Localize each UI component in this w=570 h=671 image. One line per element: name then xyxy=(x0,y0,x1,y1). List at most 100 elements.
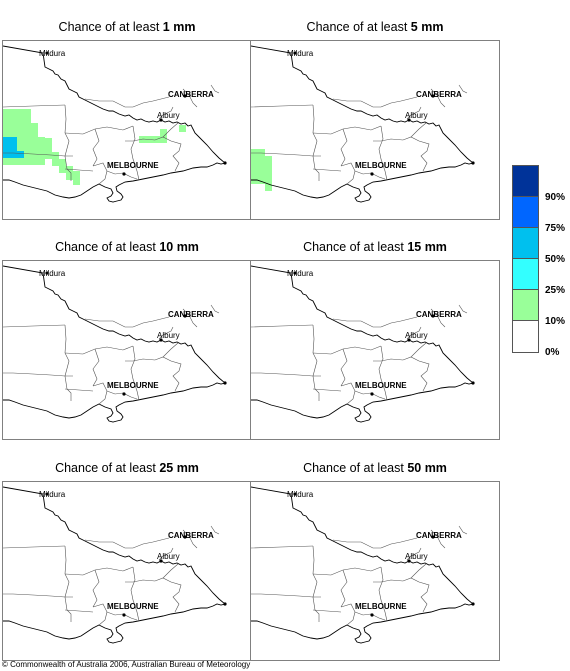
district-boundary xyxy=(312,168,342,172)
town-marker xyxy=(293,51,297,55)
district-boundary xyxy=(92,603,108,626)
place-label-mildura: Mildura xyxy=(39,49,66,58)
town-marker xyxy=(431,314,435,318)
district-boundary xyxy=(373,577,430,613)
district-boundary xyxy=(158,547,174,561)
probability-cell xyxy=(10,144,17,151)
district-boundary xyxy=(158,326,174,340)
panel-title: Chance of at least 50 mm xyxy=(303,461,447,475)
district-boundary xyxy=(182,529,198,549)
district-boundary xyxy=(406,547,422,561)
legend-label: 10% xyxy=(545,316,566,327)
probability-cell xyxy=(38,158,45,165)
district-boundary xyxy=(458,304,468,314)
place-label-canberra: CANBERRA xyxy=(416,310,462,319)
district-boundary xyxy=(92,348,100,387)
district-boundary xyxy=(406,326,422,340)
district-boundary xyxy=(340,382,356,405)
place-label-melbourne: MELBOURNE xyxy=(107,602,159,611)
district-boundary xyxy=(3,324,66,328)
town-marker xyxy=(45,271,49,275)
probability-cell xyxy=(31,158,38,165)
victoria-map-svg: Mildura CANBERRA Albury MELBOURNE xyxy=(3,486,227,644)
probability-cell xyxy=(24,137,31,144)
district-boundary xyxy=(3,593,66,598)
district-boundary xyxy=(106,390,138,400)
map: Mildura CANBERRA Albury MELBOURNE xyxy=(250,40,500,220)
district-boundary xyxy=(162,122,179,138)
probability-cell xyxy=(3,137,10,144)
district-boundary xyxy=(312,324,318,377)
town-marker xyxy=(370,613,374,617)
probability-cell xyxy=(3,116,10,123)
probability-cell xyxy=(73,171,80,178)
town-marker xyxy=(471,381,475,385)
district-boundary xyxy=(430,529,446,549)
town-marker xyxy=(407,338,411,342)
probability-cell xyxy=(3,158,10,165)
district-boundary xyxy=(340,603,356,626)
town-marker xyxy=(407,118,411,122)
town-marker xyxy=(370,172,374,176)
town-marker xyxy=(293,271,297,275)
district-boundary xyxy=(410,563,427,579)
probability-cell xyxy=(10,123,17,130)
district-boundary xyxy=(210,304,220,314)
legend-swatch xyxy=(513,228,538,259)
probability-cell xyxy=(17,116,24,123)
district-boundary xyxy=(92,162,108,185)
place-label-mildura: Mildura xyxy=(287,269,314,278)
district-boundary xyxy=(130,566,140,622)
town-marker xyxy=(122,613,126,617)
town-marker xyxy=(223,602,227,606)
copyright-notice: © Commonwealth of Australia 2006, Austra… xyxy=(2,660,251,669)
probability-cell xyxy=(24,144,31,151)
district-boundary xyxy=(340,569,348,608)
district-boundary xyxy=(312,155,321,181)
district-boundary xyxy=(312,545,318,598)
probability-cell xyxy=(31,144,38,151)
town-marker xyxy=(183,535,187,539)
district-boundary xyxy=(162,563,179,579)
probability-cell xyxy=(45,152,52,159)
district-boundary xyxy=(64,168,94,172)
place-label-mildura: Mildura xyxy=(287,490,314,499)
district-boundary xyxy=(64,566,134,576)
district-boundary xyxy=(378,345,388,401)
district-boundary xyxy=(430,308,446,328)
probability-cell xyxy=(258,163,265,170)
legend-label: 50% xyxy=(545,254,566,265)
district-boundary xyxy=(251,324,314,328)
town-marker xyxy=(45,492,49,496)
probability-cell xyxy=(10,116,17,123)
map: Mildura CANBERRA Albury MELBOURNE xyxy=(2,260,252,440)
probability-cell xyxy=(17,137,24,144)
town-marker xyxy=(407,559,411,563)
district-boundary xyxy=(406,106,422,120)
district-boundary xyxy=(106,170,138,180)
district-boundary xyxy=(84,96,170,108)
probability-cell xyxy=(31,130,38,137)
district-boundary xyxy=(430,88,446,108)
probability-cell xyxy=(73,178,80,185)
probability-cell xyxy=(265,163,272,170)
district-boundary xyxy=(64,388,94,392)
district-boundary xyxy=(64,609,94,613)
town-marker xyxy=(370,392,374,396)
probability-cell xyxy=(24,130,31,137)
legend-color-bar xyxy=(512,165,539,353)
probability-cell xyxy=(66,173,73,180)
probability-cell xyxy=(251,177,258,184)
probability-cell xyxy=(265,170,272,177)
district-boundary xyxy=(64,104,70,157)
district-boundary xyxy=(340,162,356,185)
probability-cell xyxy=(10,137,17,144)
district-boundary xyxy=(340,128,348,167)
town-marker xyxy=(159,118,163,122)
probability-cell xyxy=(45,145,52,152)
district-boundary xyxy=(332,316,418,328)
victoria-map-svg: Mildura CANBERRA Albury MELBOURNE xyxy=(251,265,475,423)
map: Mildura CANBERRA Albury MELBOURNE xyxy=(2,481,252,661)
district-boundary xyxy=(312,125,382,135)
district-boundary xyxy=(84,316,170,328)
